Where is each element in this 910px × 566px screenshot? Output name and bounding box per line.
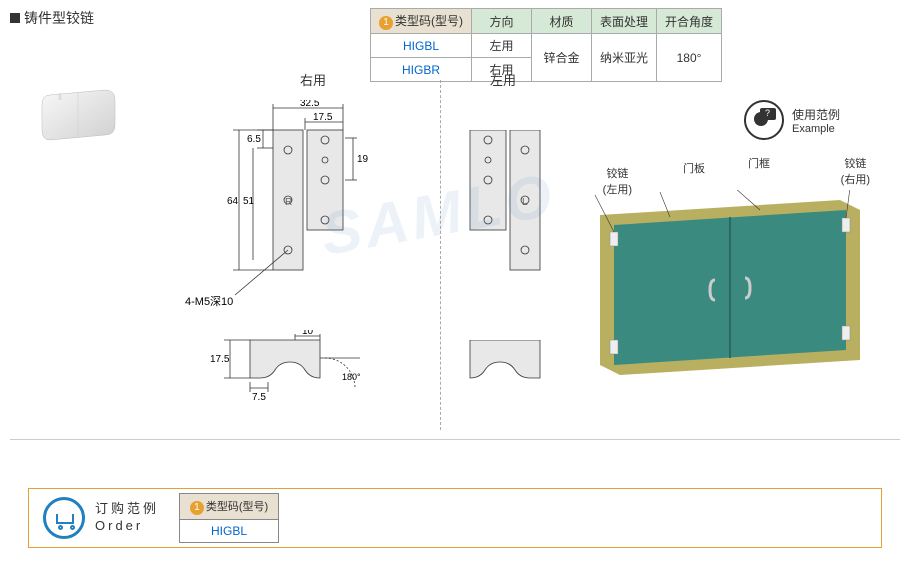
dim-51: 51	[243, 196, 255, 207]
dim-17.5: 17.5	[313, 112, 333, 123]
order-title: 订购范例 Order	[95, 501, 159, 535]
dim-p17.5: 17.5	[210, 354, 230, 365]
example-icon	[744, 100, 784, 140]
page-title: 铸件型铰链	[24, 8, 94, 28]
label-hinge-right: 铰链(右用)	[841, 155, 870, 187]
section-right-label: 右用	[300, 70, 326, 89]
dim-19: 19	[357, 154, 369, 165]
drawing-right-front: R 32.5 17.5 6.5 19 64 51 4-M5深10	[185, 100, 385, 320]
cart-icon	[43, 497, 85, 539]
svg-text:R: R	[285, 197, 292, 208]
order-code-header: 1类型码(型号)	[180, 494, 278, 520]
dim-6.5: 6.5	[247, 134, 261, 145]
order-en: Order	[95, 518, 159, 535]
col-model: 1类型码(型号)	[371, 9, 472, 34]
vertical-divider	[440, 80, 441, 430]
label-frame: 门框	[748, 155, 770, 171]
main-diagram-area: 右用 左用 R 32.5 17.5 6.5	[10, 70, 900, 440]
dim-p7.5: 7.5	[252, 392, 266, 403]
cabinet-illustration	[590, 190, 870, 380]
col-material: 材质	[532, 9, 592, 34]
order-cn: 订购范例	[95, 501, 159, 518]
example-cn: 使用范例	[792, 106, 840, 123]
example-text: 使用范例 Example	[792, 106, 840, 135]
col-surface: 表面处理	[592, 9, 657, 34]
model-higbl: HIGBL	[371, 34, 472, 58]
dir-left: 左用	[472, 34, 532, 58]
badge-1: 1	[379, 16, 393, 30]
col-model-label: 类型码(型号)	[395, 14, 463, 28]
col-angle: 开合角度	[657, 9, 722, 34]
drawing-left-profile	[460, 340, 550, 390]
dim-64: 64	[227, 196, 239, 207]
dim-p10: 10	[302, 330, 314, 337]
product-photo	[30, 80, 140, 150]
order-box: 订购范例 Order 1类型码(型号) HIGBL	[28, 488, 882, 548]
section-left-label: 左用	[490, 70, 516, 89]
label-door: 门板	[683, 160, 705, 176]
dim-thread: 4-M5深10	[185, 295, 233, 308]
drawing-profile: 17.5 10 7.5 180°	[210, 330, 380, 420]
col-direction: 方向	[472, 9, 532, 34]
example-en: Example	[792, 123, 840, 135]
example-badge: 使用范例 Example	[744, 100, 840, 140]
dim-32.5: 32.5	[300, 100, 320, 109]
table-row: HIGBL 左用 锌合金 纳米亚光 180°	[371, 34, 722, 58]
order-code-value: HIGBL	[180, 520, 278, 542]
dim-180: 180°	[342, 372, 361, 382]
svg-text:L: L	[522, 197, 528, 208]
table-header-row: 1类型码(型号) 方向 材质 表面处理 开合角度	[371, 9, 722, 34]
order-code-box: 1类型码(型号) HIGBL	[179, 493, 279, 543]
drawing-left-front: L	[460, 130, 570, 280]
order-code-hdr-text: 类型码(型号)	[206, 501, 268, 513]
title-bullet	[10, 13, 20, 23]
